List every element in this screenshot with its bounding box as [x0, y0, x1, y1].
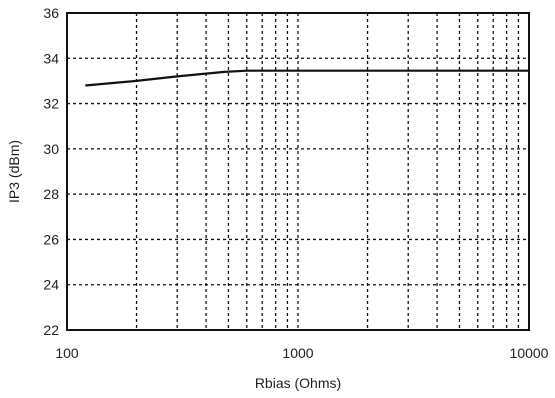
y-tick-label: 26 — [43, 231, 59, 247]
series-line-0 — [85, 69, 529, 87]
x-tick-label: 10000 — [510, 345, 549, 361]
grid-lines — [67, 13, 529, 330]
series-layer — [85, 69, 529, 87]
x-axis-label: Rbias (Ohms) — [255, 375, 341, 391]
x-tick-label: 1000 — [282, 345, 313, 361]
tick-labels: 22 24 26 28 30 32 34 36 100 1000 10000 — [43, 5, 548, 361]
y-tick-label: 36 — [43, 5, 59, 21]
y-tick-label: 30 — [43, 141, 59, 157]
plot-frame — [66, 12, 530, 331]
y-tick-label: 28 — [43, 186, 59, 202]
y-tick-label: 24 — [43, 277, 59, 293]
y-tick-label: 34 — [43, 50, 59, 66]
y-axis-label: IP3 (dBm) — [6, 140, 22, 203]
y-tick-label: 32 — [43, 96, 59, 112]
x-tick-label: 100 — [55, 345, 79, 361]
y-tick-label: 22 — [43, 322, 59, 338]
